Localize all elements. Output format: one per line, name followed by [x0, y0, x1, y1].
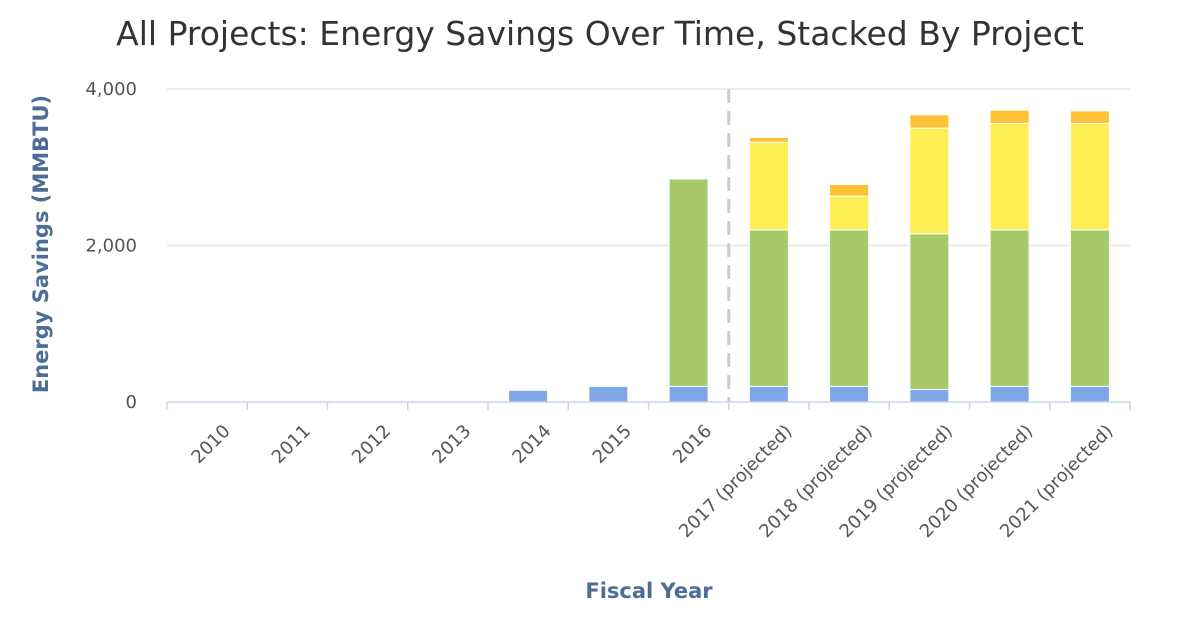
- x-tick-label: 2014: [508, 421, 555, 468]
- chart-title: All Projects: Energy Savings Over Time, …: [116, 14, 1084, 53]
- x-axis-title: Fiscal Year: [585, 579, 713, 603]
- x-axis-ticks: [166, 402, 1131, 410]
- bar-segment: [909, 388, 950, 403]
- x-tick-label: 2012: [348, 421, 395, 468]
- bar-segment: [909, 233, 950, 390]
- bar-segment: [829, 183, 870, 197]
- y-tick-label: 2,000: [85, 236, 137, 257]
- y-axis-ticks: 0 2,000 4,000: [85, 79, 137, 413]
- bar-segment: [989, 122, 1030, 231]
- x-tick-label: 2013: [428, 421, 475, 468]
- bar-segment: [1069, 122, 1110, 231]
- y-tick-label: 4,000: [85, 79, 137, 100]
- bar-segment: [829, 229, 870, 387]
- bar-segment: [748, 137, 789, 143]
- bar-segment: [668, 385, 709, 403]
- bar-segment: [748, 229, 789, 387]
- y-axis-title: Energy Savings (MMBTU): [29, 95, 53, 393]
- bar-segment: [748, 385, 789, 403]
- x-tick-label: 2011: [268, 421, 315, 468]
- bar-segment: [1069, 229, 1110, 387]
- bar-segment: [909, 127, 950, 235]
- bar-segment: [1069, 385, 1110, 403]
- gridlines: [167, 88, 1130, 247]
- bar-segment: [989, 109, 1030, 124]
- bar-segment: [588, 385, 629, 403]
- bar-segment: [508, 389, 549, 403]
- y-tick-label: 0: [126, 392, 137, 413]
- bars: [508, 109, 1110, 403]
- bar-segment: [668, 178, 709, 387]
- x-tick-label: 2016: [669, 421, 716, 468]
- bar-segment: [748, 141, 789, 231]
- bar-segment: [1069, 110, 1110, 124]
- x-tick-label: 2010: [187, 421, 234, 468]
- bar-segment: [989, 385, 1030, 403]
- x-tick-label: 2015: [589, 421, 636, 468]
- bar-segment: [909, 114, 950, 129]
- bar-segment: [829, 385, 870, 403]
- bar-segment: [989, 229, 1030, 387]
- bar-segment: [829, 195, 870, 231]
